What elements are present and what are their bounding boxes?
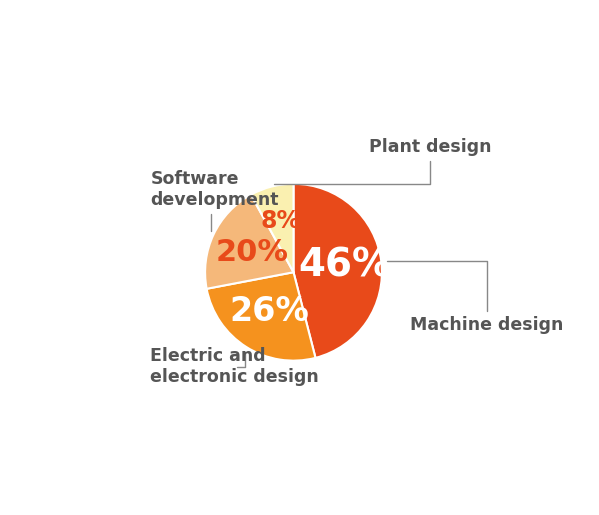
Text: 8%: 8% <box>260 209 300 233</box>
Text: Plant design: Plant design <box>274 138 491 184</box>
Text: Software
development: Software development <box>150 170 279 231</box>
Text: 26%: 26% <box>229 295 308 328</box>
Wedge shape <box>294 184 382 358</box>
Wedge shape <box>207 272 316 360</box>
Text: Machine design: Machine design <box>386 261 564 334</box>
Wedge shape <box>251 184 294 272</box>
Text: 46%: 46% <box>298 247 391 285</box>
Text: Electric and
electronic design: Electric and electronic design <box>150 348 319 386</box>
Wedge shape <box>205 195 294 289</box>
Text: 20%: 20% <box>216 238 288 267</box>
